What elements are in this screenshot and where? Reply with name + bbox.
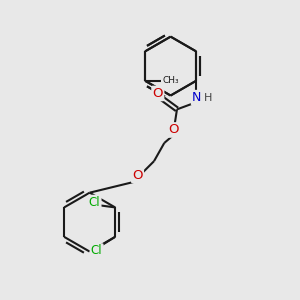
Text: Cl: Cl [89, 196, 100, 209]
Text: Cl: Cl [91, 244, 102, 257]
Text: N: N [192, 91, 201, 104]
Text: O: O [132, 169, 143, 182]
Text: O: O [168, 124, 178, 136]
Text: CH₃: CH₃ [163, 76, 179, 85]
Text: H: H [204, 93, 213, 103]
Text: O: O [153, 87, 163, 100]
